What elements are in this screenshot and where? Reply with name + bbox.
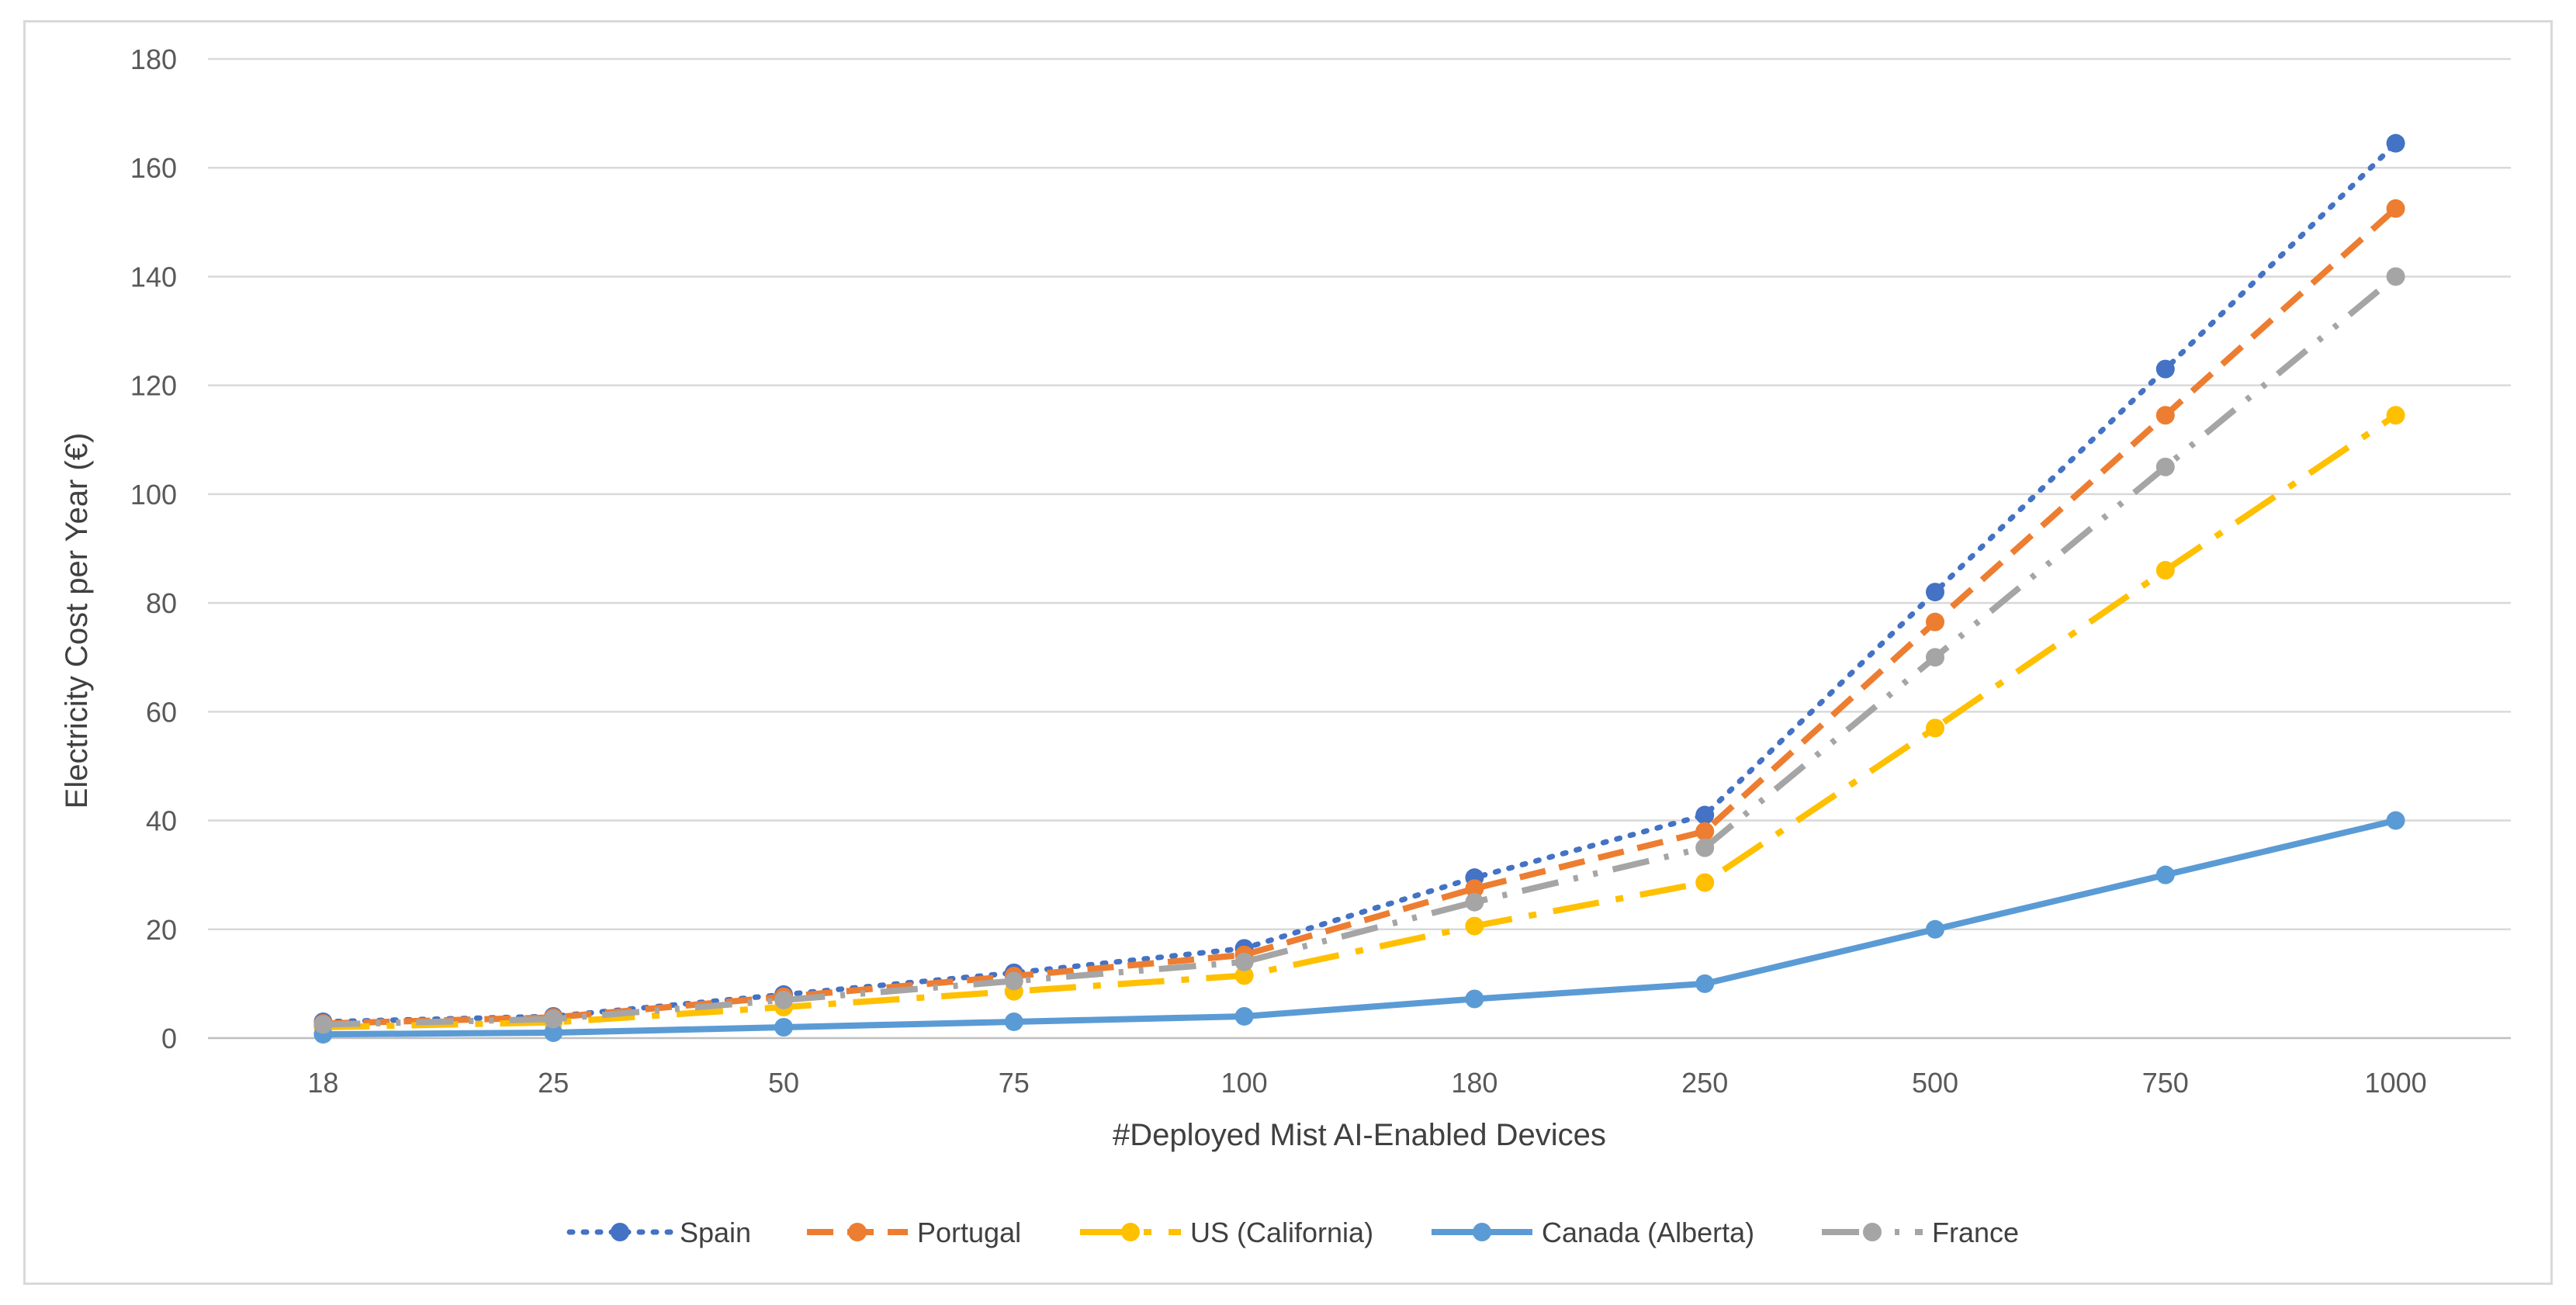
- data-point: [1465, 916, 1484, 936]
- data-point: [2386, 267, 2405, 286]
- data-point: [1695, 822, 1715, 841]
- chart-frame: [23, 20, 2553, 1285]
- data-point: [2155, 561, 2175, 580]
- y-axis-ticks: 0 20 40 60 80 100 120 140 160 180: [130, 43, 177, 1054]
- legend-swatch-marker: [1863, 1223, 1882, 1241]
- data-point: [1695, 805, 1715, 825]
- legend: Spain Portugal US (California) Canada (Albe…: [566, 1217, 2019, 1248]
- data-point: [544, 1023, 563, 1042]
- data-point: [1926, 919, 1944, 939]
- data-point: [1004, 1012, 1023, 1031]
- y-tick-label: 80: [146, 587, 177, 619]
- x-tick-label: 180: [1451, 1067, 1497, 1099]
- series-france: [313, 267, 2405, 1034]
- series-line: [323, 412, 2398, 1030]
- x-tick-label: 50: [768, 1067, 799, 1099]
- legend-label: Portugal: [917, 1217, 1021, 1248]
- y-tick-label: 0: [161, 1023, 177, 1054]
- series-line: [323, 274, 2398, 1028]
- legend-swatch-marker: [1121, 1223, 1140, 1241]
- legend-item: US (California): [1080, 1217, 1373, 1248]
- legend-item: France: [1822, 1217, 2019, 1248]
- data-point: [2155, 406, 2175, 425]
- data-point: [2386, 133, 2405, 153]
- x-axis-title: #Deployed Mist AI-Enabled Devices: [1113, 1118, 1606, 1152]
- legend-label: US (California): [1190, 1217, 1373, 1248]
- data-point: [2386, 406, 2405, 425]
- data-point: [2155, 457, 2175, 476]
- legend-label: Canada (Alberta): [1542, 1217, 1754, 1248]
- x-tick-label: 100: [1221, 1067, 1268, 1099]
- data-point: [774, 990, 793, 1009]
- series-line: [323, 817, 2397, 1038]
- y-tick-label: 160: [130, 152, 177, 184]
- data-point: [2386, 811, 2405, 830]
- data-point: [1926, 583, 1944, 602]
- x-tick-label: 250: [1681, 1067, 1728, 1099]
- data-point: [1004, 971, 1023, 991]
- series-lines: [313, 133, 2405, 1044]
- series-line: [323, 206, 2398, 1027]
- legend-label: France: [1932, 1217, 2019, 1248]
- x-tick-label: 75: [999, 1067, 1030, 1099]
- data-point: [1926, 648, 1944, 667]
- gridlines: [208, 57, 2511, 1040]
- y-tick-label: 40: [146, 805, 177, 837]
- data-point: [1926, 612, 1944, 632]
- series-spain: [313, 133, 2405, 1031]
- data-point: [1465, 879, 1484, 898]
- legend-label: Spain: [680, 1217, 751, 1248]
- y-tick-label: 100: [130, 479, 177, 511]
- data-point: [1234, 1006, 1254, 1026]
- legend-item: Portugal: [807, 1217, 1021, 1248]
- x-tick-label: 18: [307, 1067, 338, 1099]
- x-tick-label: 750: [2142, 1067, 2189, 1099]
- legend-swatch-marker: [848, 1223, 867, 1241]
- x-tick-label: 500: [1912, 1067, 1958, 1099]
- data-point: [2155, 865, 2175, 884]
- series-line: [320, 140, 2399, 1025]
- y-tick-label: 120: [130, 370, 177, 402]
- legend-swatch-marker: [1473, 1223, 1491, 1241]
- legend-swatch-marker: [611, 1223, 629, 1241]
- data-point: [1695, 974, 1715, 993]
- data-point: [313, 1015, 333, 1034]
- data-point: [1465, 989, 1484, 1009]
- data-point: [2386, 199, 2405, 218]
- data-point: [544, 1009, 563, 1029]
- series-us-california: [313, 406, 2405, 1037]
- y-tick-label: 60: [146, 696, 177, 728]
- data-point: [1695, 838, 1715, 857]
- x-tick-label: 25: [538, 1067, 569, 1099]
- legend-item: Spain: [566, 1217, 751, 1248]
- y-tick-label: 20: [146, 914, 177, 946]
- series-portugal: [313, 199, 2405, 1033]
- data-point: [774, 1017, 793, 1037]
- y-tick-label: 180: [130, 43, 177, 75]
- data-point: [1926, 718, 1944, 738]
- y-tick-label: 140: [130, 261, 177, 292]
- y-axis-title: Electricity Cost per Year (€): [60, 433, 94, 809]
- legend-item: Canada (Alberta): [1432, 1217, 1754, 1248]
- data-point: [2155, 359, 2175, 379]
- data-point: [1695, 873, 1715, 892]
- data-point: [1234, 952, 1254, 971]
- series-canada-alberta: [313, 811, 2405, 1044]
- x-axis-ticks: 18 25 50 75 100 180 250 500 750 1000: [307, 1067, 2426, 1099]
- x-tick-label: 1000: [2365, 1067, 2427, 1099]
- data-point: [1234, 966, 1254, 985]
- data-point: [1465, 892, 1484, 912]
